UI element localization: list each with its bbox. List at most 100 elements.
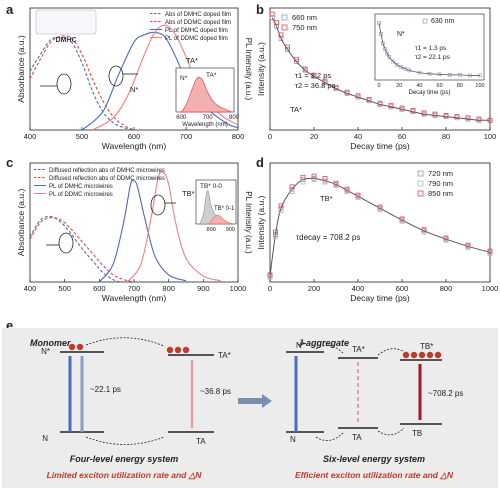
e-right-label-nstar: N*: [296, 341, 305, 350]
b-data-point: [454, 114, 460, 119]
b-data-point: [322, 78, 328, 84]
b-x-tick-label: 60: [398, 132, 406, 141]
d-x-tick-label: 600: [396, 284, 409, 293]
b-inset-legend-entry: 630 nm: [431, 18, 455, 25]
a-x-tick-label: 600: [128, 132, 141, 141]
d-legend-entry: 720 nm: [428, 169, 453, 178]
b-inset-legend-marker: [422, 18, 428, 24]
e-right-label-tb: TB: [412, 429, 422, 438]
d-plot-frame: [269, 162, 491, 283]
b-data-point: [377, 100, 383, 106]
c-x-tick-label: 500: [58, 284, 71, 293]
a-inset-tick-label: 700: [203, 115, 214, 121]
d-data-point: [421, 227, 427, 233]
e-left-return-arrow: [85, 436, 165, 445]
a-x-tick-label: 500: [76, 132, 89, 141]
a-inset-x-label: Wavelength (nm): [182, 122, 227, 128]
c-x-tick-label: 800: [162, 284, 175, 293]
a-x-tick-label: 400: [24, 132, 37, 141]
e-left-system: Four-level energy system: [70, 454, 179, 464]
a-y-axis-label: Absorbance (a.u.): [16, 35, 26, 103]
b-legend-entry: 660 nm: [292, 13, 317, 22]
c-series-line-3: [126, 171, 221, 283]
d-data-point: [289, 189, 295, 194]
e-left-exciton: [68, 343, 76, 351]
b-inset-fit-tau2: τ2 = 22.1 ps: [415, 54, 451, 61]
b-inset-data-point: [403, 66, 408, 71]
d-legend-marker: [417, 190, 424, 197]
b-data-point: [410, 108, 416, 113]
e-transition-arrow: [238, 394, 272, 408]
d-data-point: [322, 179, 328, 185]
b-inset-tick-label: 40: [416, 83, 422, 89]
b-data-point: [285, 44, 291, 50]
a-ellipse-marker: [56, 73, 72, 95]
b-data-point: [293, 59, 299, 65]
a-inset-area: [180, 76, 233, 113]
b-data-point: [302, 66, 308, 72]
b-inset-tick-label: 100: [475, 83, 484, 89]
d-data-point: [278, 203, 284, 209]
b-inset-data-point: [391, 59, 395, 64]
b-inset-data-point: [387, 55, 391, 59]
d-legend-entry: 790 nm: [428, 179, 453, 188]
e-right-label-tbstar: TB*: [420, 342, 433, 351]
d-data-point: [267, 272, 273, 278]
d-data-point: [399, 216, 405, 222]
a-x-tick-label: 700: [180, 132, 193, 141]
d-data-point: [344, 186, 350, 192]
panel-label-a: a: [6, 2, 14, 17]
b-inset-tick-label: 80: [457, 83, 463, 89]
d-data-point: [443, 235, 449, 241]
b-data-point: [399, 105, 405, 111]
e-left-label-n: N: [42, 434, 48, 443]
c-inset-tick-label: 800: [207, 227, 216, 233]
c-x-axis-label: Wavelength (nm): [102, 293, 167, 303]
panel-label-d: d: [256, 155, 264, 170]
b-data-point: [344, 89, 350, 95]
panel-label-b: b: [256, 2, 264, 17]
c-inset-peak-01: [208, 214, 233, 225]
b-legend-entry: 750 nm: [292, 23, 317, 32]
a-legend-entry: PL of DDMC doped film: [165, 36, 228, 42]
e-left-label-tastar: TA*: [218, 351, 231, 360]
b-annotation-ta: TA*: [290, 105, 302, 114]
d-data-point: [278, 208, 284, 214]
b-data-point: [293, 56, 299, 62]
d-y-axis-label: Intensity (a.u.): [256, 195, 266, 249]
b-x-tick-label: 20: [310, 132, 318, 141]
a-annotation-n: N*: [130, 85, 138, 94]
c-x-tick-label: 1000: [230, 284, 247, 293]
b-inset-data-point: [385, 51, 389, 56]
b-fit-tau2: τ2 = 36.8 ps: [295, 81, 336, 90]
d-x-axis-label: Decay time (ps): [350, 293, 410, 303]
d-data-point: [311, 177, 317, 183]
a-ellipse-marker: [108, 65, 124, 87]
c-series-line-2: [98, 179, 187, 283]
c-legend-entry: PL of DMHC microwires: [49, 184, 113, 190]
a-x-axis-label: Wavelength (nm): [102, 141, 167, 151]
c-ellipse-marker: [150, 194, 166, 216]
c-legend-entry: Diffused reflection abs of DDMC microwir…: [49, 176, 165, 182]
b-data-point: [432, 111, 438, 117]
a-series-line-0: [29, 36, 135, 131]
d-x-tick-label: 0: [268, 284, 272, 293]
c-x-tick-label: 400: [24, 284, 37, 293]
b-data-point: [443, 112, 449, 118]
panel-label-e: e: [6, 318, 14, 333]
e-right-transfer-arrow-2: [377, 348, 405, 356]
e-right-title: J-aggregate: [298, 338, 349, 348]
b-data-point: [476, 116, 482, 122]
b-x-tick-label: 40: [354, 132, 362, 141]
e-right-caption: Efficient exciton utilization rate and △…: [295, 470, 454, 480]
e-right-system: Six-level energy system: [323, 454, 425, 464]
c-inset-label-01: TB* 0-1: [214, 206, 235, 212]
e-left-label-nstar: N*: [41, 347, 50, 356]
b-fit-tau1: τ1 = 3.2 ps: [295, 71, 331, 80]
b-data-point: [355, 93, 361, 99]
b-y-axis-label: Intensity (a.u.): [256, 42, 266, 96]
a-y2-axis-label: PL Intensity (a.u.): [244, 38, 253, 101]
e-right-label-tastar: TA*: [352, 345, 365, 354]
b-inset-data-point: [407, 68, 412, 73]
